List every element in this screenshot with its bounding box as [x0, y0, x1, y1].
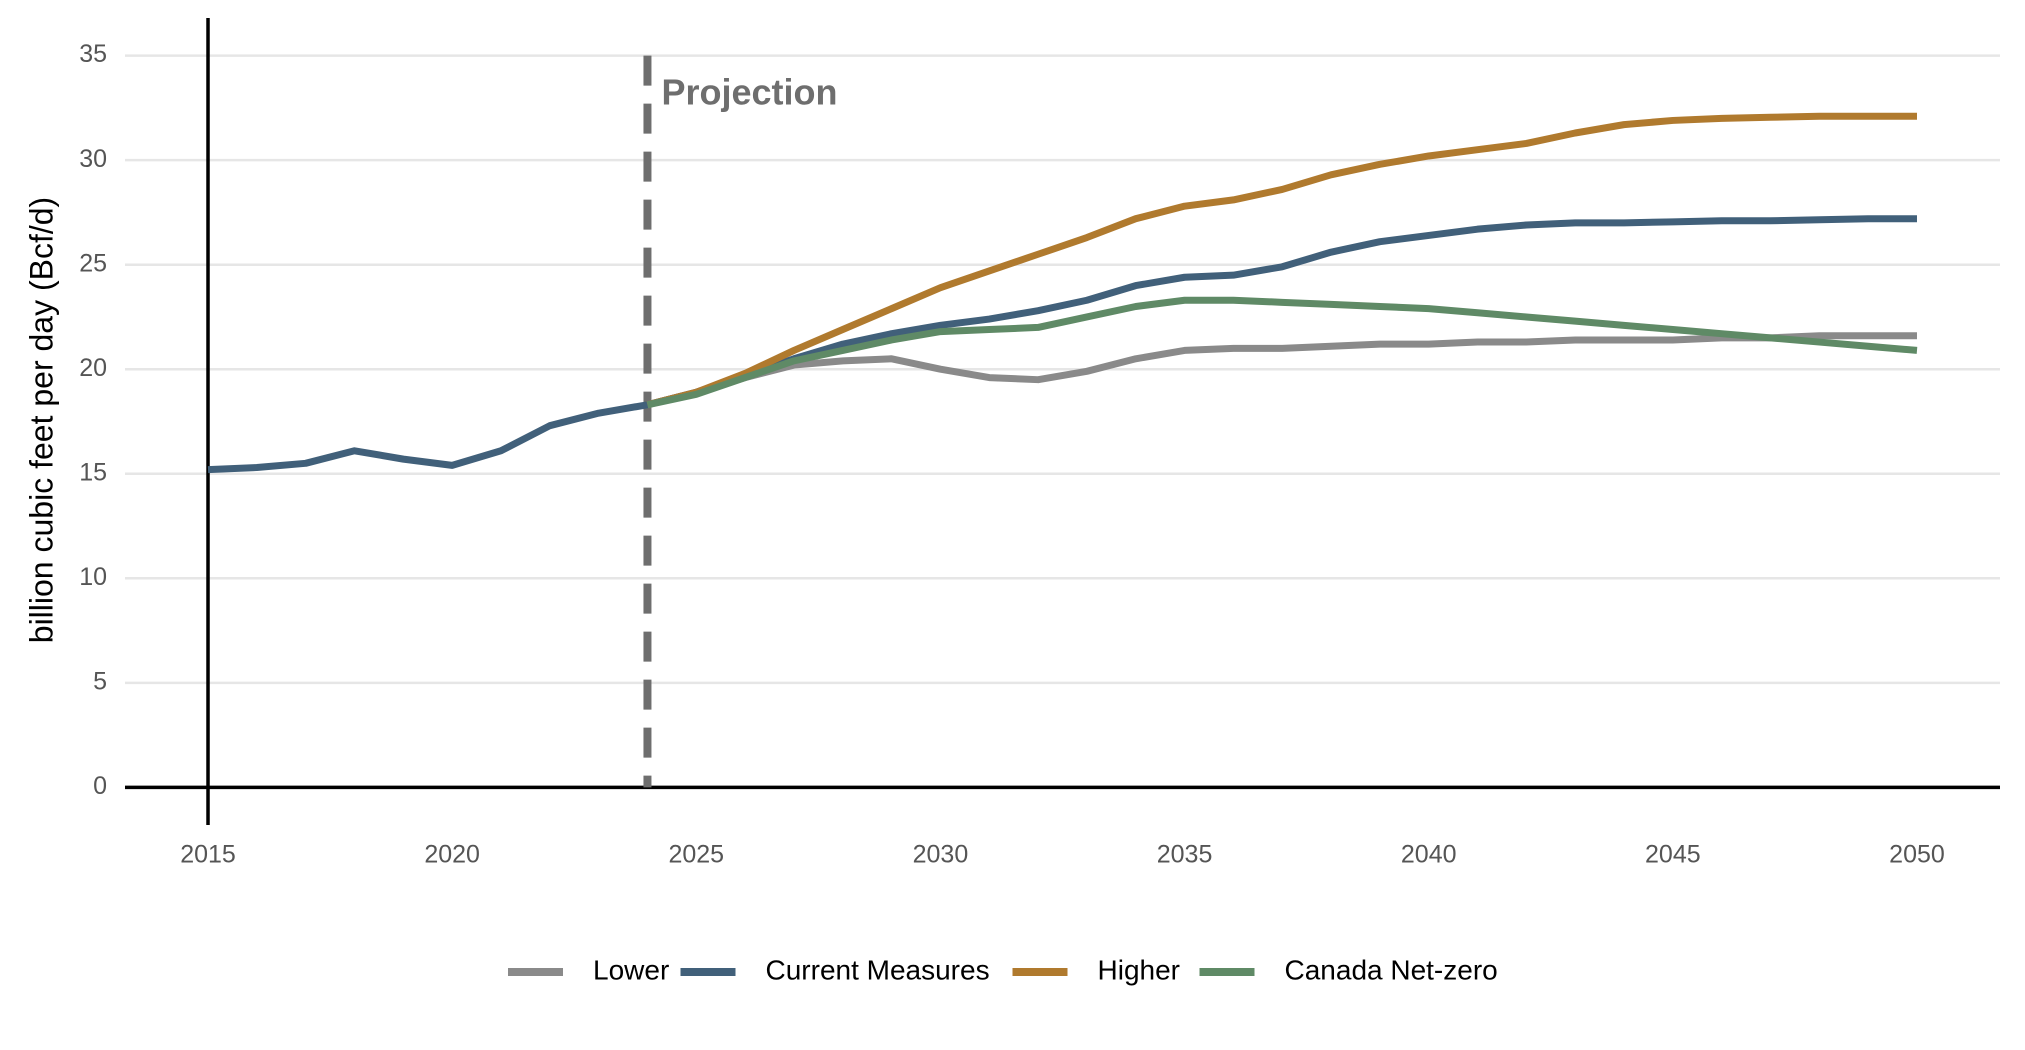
- legend-label: Lower: [593, 954, 669, 985]
- x-tick-label: 2025: [668, 841, 724, 869]
- x-tick-label: 2040: [1401, 841, 1457, 869]
- y-tick-label: 10: [79, 563, 107, 591]
- series-line: [646, 112, 1917, 409]
- legend-label: Higher: [1098, 954, 1180, 985]
- y-tick-label: 5: [93, 667, 107, 695]
- projection-label: Projection: [661, 72, 837, 113]
- y-tick-label: 0: [93, 772, 107, 800]
- series-line: [207, 215, 1917, 474]
- y-tick-label: 25: [79, 249, 107, 277]
- y-tick-label: 30: [79, 145, 107, 173]
- y-tick-label: 15: [79, 458, 107, 486]
- x-tick-label: 2050: [1889, 841, 1945, 869]
- series-line: [646, 332, 1917, 409]
- legend-label: Current Measures: [766, 954, 990, 985]
- series-line: [646, 296, 1918, 409]
- y-tick-label: 20: [79, 354, 107, 382]
- legend-label: Canada Net-zero: [1285, 954, 1498, 985]
- x-tick-label: 2045: [1645, 841, 1701, 869]
- y-axis-label: billion cubic feet per day (Bcf/d): [23, 197, 59, 643]
- x-tick-label: 2020: [424, 841, 480, 869]
- x-tick-label: 2015: [180, 841, 236, 869]
- x-tick-label: 2030: [913, 841, 969, 869]
- x-tick-label: 2035: [1157, 841, 1213, 869]
- y-tick-label: 35: [79, 40, 107, 68]
